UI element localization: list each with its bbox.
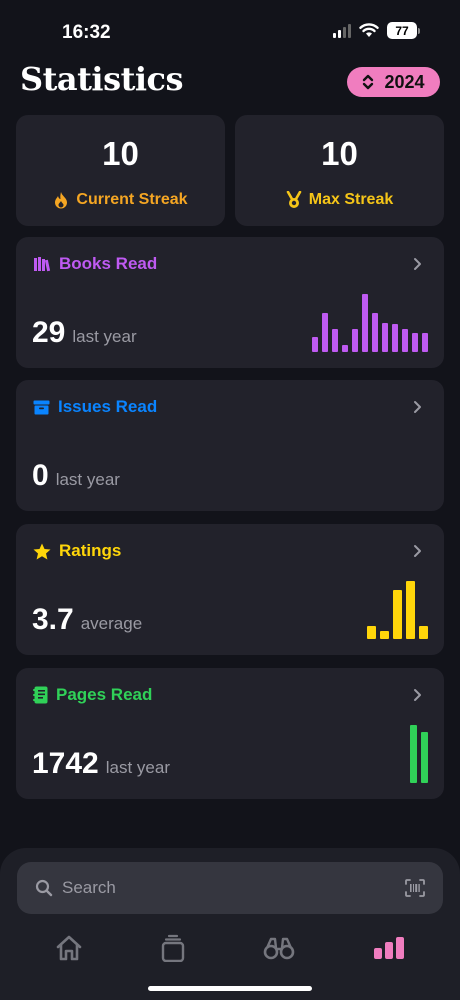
ratings-chart [367, 581, 428, 639]
chart-bar [421, 732, 428, 783]
chart-bar [422, 333, 428, 352]
chevron-up-down-icon [363, 74, 374, 90]
max-streak-label: Max Streak [308, 191, 394, 208]
pages-read-card[interactable]: Pages Read 1742 last year [16, 668, 444, 799]
pages-read-unit: last year [105, 758, 170, 777]
issues-read-header: Issues Read [33, 397, 157, 417]
issues-read-value: 0 [32, 459, 49, 492]
wifi-icon [359, 23, 379, 37]
chart-bar [312, 337, 318, 352]
books-read-chart [312, 294, 428, 352]
chart-bar [412, 333, 418, 352]
ratings-card[interactable]: Ratings 3.7 average [16, 524, 444, 655]
home-indicator [148, 986, 312, 991]
current-streak-label-row: Current Streak [16, 191, 225, 209]
books-icon [34, 257, 51, 272]
chart-bar [342, 345, 348, 352]
current-streak-label: Current Streak [76, 191, 188, 208]
status-bar: 16:32 77 [0, 0, 460, 60]
chart-bar [402, 329, 408, 352]
chart-bar [410, 725, 417, 783]
tab-statistics[interactable] [369, 930, 409, 966]
tab-library[interactable] [153, 930, 193, 966]
battery-level: 77 [387, 22, 417, 39]
chart-bar [367, 626, 376, 639]
chevron-right-icon [414, 545, 421, 557]
current-streak-card: 10 Current Streak [16, 115, 225, 226]
search-bar[interactable]: Search [17, 862, 443, 914]
chart-bar [380, 631, 389, 639]
tab-bar [0, 930, 460, 966]
pages-read-title: Pages Read [56, 685, 153, 704]
pages-read-summary: 1742 last year [32, 747, 170, 781]
books-read-card[interactable]: Books Read 29 last year [16, 237, 444, 368]
ratings-header: Ratings [33, 541, 121, 561]
medal-icon [286, 191, 302, 208]
page-title: Statistics [20, 60, 184, 98]
year-picker-button[interactable]: 2024 [347, 67, 440, 97]
house-icon [56, 935, 82, 961]
battery-icon: 77 [387, 22, 420, 39]
chart-bar [406, 581, 415, 639]
chart-bar [372, 313, 378, 352]
books-read-value: 29 [32, 316, 66, 349]
chart-bar [362, 294, 368, 352]
archive-icon [33, 400, 50, 414]
chart-bar [392, 324, 398, 352]
max-streak-label-row: Max Streak [235, 191, 444, 209]
tab-home[interactable] [49, 930, 89, 966]
issues-read-summary: 0 last year [32, 459, 120, 493]
pages-read-value: 1742 [32, 747, 99, 780]
ratings-unit: average [80, 614, 143, 633]
notebook-icon [33, 686, 48, 704]
binoculars-icon [263, 937, 295, 960]
issues-read-unit: last year [55, 470, 120, 489]
chevron-right-icon [414, 401, 421, 413]
search-placeholder: Search [62, 878, 116, 897]
bar-chart-icon [374, 937, 404, 959]
cellular-signal-icon [333, 23, 351, 38]
books-read-unit: last year [72, 327, 137, 346]
issues-read-card[interactable]: Issues Read 0 last year [16, 380, 444, 511]
ratings-value: 3.7 [32, 603, 74, 636]
ratings-summary: 3.7 average [32, 603, 142, 637]
pages-read-chart [410, 725, 428, 783]
bottom-panel: Search [0, 848, 460, 1000]
chevron-right-icon [414, 258, 421, 270]
chart-bar [382, 323, 388, 352]
star-icon [33, 543, 51, 559]
chart-bar [332, 329, 338, 352]
tab-discover[interactable] [259, 930, 299, 966]
chart-bar [419, 626, 428, 639]
books-read-title: Books Read [59, 254, 158, 273]
ratings-title: Ratings [59, 541, 122, 560]
books-read-summary: 29 last year [32, 316, 137, 350]
chart-bar [393, 590, 402, 639]
pages-read-header: Pages Read [33, 685, 152, 705]
books-read-header: Books Read [33, 254, 157, 274]
current-streak-value: 10 [102, 135, 139, 172]
status-time: 16:32 [62, 22, 111, 43]
max-streak-value: 10 [321, 135, 358, 172]
flame-icon [55, 192, 68, 209]
chart-bar [352, 329, 358, 352]
year-label: 2024 [384, 71, 425, 92]
barcode-scan-icon[interactable] [405, 879, 425, 897]
stack-icon [161, 934, 185, 962]
issues-read-title: Issues Read [58, 397, 158, 416]
chart-bar [322, 313, 328, 352]
max-streak-card: 10 Max Streak [235, 115, 444, 226]
search-icon [35, 879, 53, 897]
status-icons: 77 [333, 22, 420, 39]
chevron-right-icon [414, 689, 421, 701]
